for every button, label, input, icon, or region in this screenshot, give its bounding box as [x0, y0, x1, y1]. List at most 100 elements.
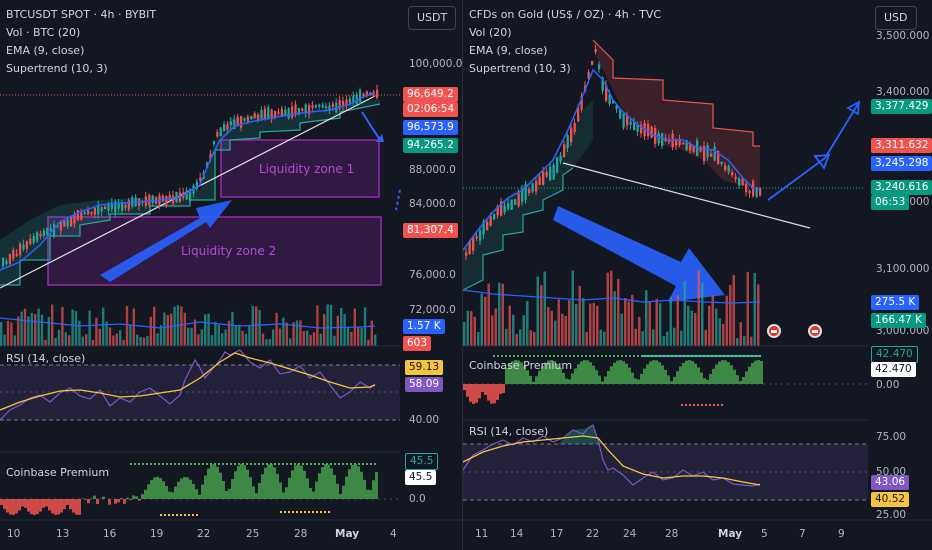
gold-premium-dot [755, 355, 757, 357]
gold-premium-bar [727, 362, 730, 384]
gold-rsi-tick: 75.00 [876, 431, 907, 443]
btc-volume-bar [224, 329, 227, 346]
btc-volume-bar [149, 316, 152, 346]
gold-premium-dot [709, 355, 711, 357]
btc-rsi-ma [0, 352, 376, 411]
us-flag-event-icon[interactable] [808, 324, 822, 338]
btc-premium-bar [255, 493, 258, 499]
gold-price-tick: 3,100.000 [876, 263, 930, 275]
gold-rsi-title[interactable]: RSI (14, close) [469, 425, 549, 438]
gold-premium-dot [713, 355, 715, 357]
gold-symbol[interactable]: CFDs on Gold (US$ / OZ) · 4h · TVC [469, 8, 662, 21]
btc-symbol[interactable]: BTCUSDT SPOT · 4h · BYBIT [6, 8, 157, 21]
gold-currency-button[interactable]: USD [875, 6, 917, 30]
gold-premium-bar [535, 376, 538, 384]
us-flag-event-icon[interactable] [767, 324, 781, 338]
btc-candle-body [148, 195, 151, 206]
gold-premium-dot [681, 404, 683, 406]
btc-premium-dot [310, 463, 312, 465]
btc-candle-body [223, 124, 226, 131]
gold-premium-dot [737, 355, 739, 357]
gold-premium-bar [634, 378, 637, 384]
gold-indicator-supertrend[interactable]: Supertrend (10, 3) [469, 62, 571, 75]
btc-candle-body [284, 109, 287, 116]
gold-premium-bar [637, 379, 640, 384]
gold-candle-body [528, 189, 531, 194]
gold-premium-dot [717, 355, 719, 357]
btc-volume-bar [275, 312, 278, 346]
gold-premium-title[interactable]: Coinbase Premium [469, 359, 573, 372]
btc-last-price-tag: 96,649.2 [403, 87, 458, 102]
arrow-up-left [100, 200, 232, 282]
gold-premium-dot [759, 355, 761, 357]
btc-countdown-tag: 02:06:54 [403, 102, 459, 117]
btc-premium-dot [174, 463, 176, 465]
btc-volume-bar [71, 309, 74, 346]
btc-volume-bar [258, 310, 261, 346]
btc-candle-body [365, 91, 368, 96]
gold-volume-bar [498, 282, 501, 346]
btc-premium-title[interactable]: Coinbase Premium [6, 466, 110, 479]
gold-premium-bar [523, 365, 526, 384]
gold-volume-bar [526, 301, 529, 346]
gold-premium-bar [733, 369, 736, 384]
gold-candle-body [514, 199, 517, 205]
gold-arrow-up-1 [767, 157, 826, 201]
btc-premium-bar [141, 494, 144, 499]
btc-premium-area [0, 463, 378, 515]
gold-volume-bar [722, 323, 725, 346]
btc-premium-bar [252, 486, 255, 499]
btc-premium-bar [249, 477, 252, 499]
gold-premium-dot [697, 355, 699, 357]
gold-premium-dot [697, 404, 699, 406]
gold-time-tick: 28 [665, 528, 679, 540]
btc-rsi-title[interactable]: RSI (14, close) [6, 352, 86, 365]
btc-indicator-supertrend[interactable]: Supertrend (10, 3) [6, 62, 108, 75]
btc-premium-dot [162, 463, 164, 465]
btc-premium-dot [210, 463, 212, 465]
gold-indicator-vol[interactable]: Vol (20) [469, 26, 512, 39]
gold-volume-bar [505, 328, 508, 346]
gold-chart-panel[interactable]: CFDs on Gold (US$ / OZ) · 4h · TVC Vol (… [463, 0, 932, 550]
btc-indicator-vol[interactable]: Vol · BTC (20) [6, 26, 81, 39]
gold-candle-body [706, 145, 709, 157]
gold-volume-bar [757, 284, 760, 346]
gold-premium-dot [541, 355, 543, 357]
gold-premium-dot [687, 355, 689, 357]
gold-indicator-ema[interactable]: EMA (9, close) [469, 44, 548, 57]
gold-volume-bar [519, 329, 522, 346]
gold-volume-bar [652, 329, 655, 346]
btc-premium-dots [130, 463, 376, 516]
gold-premium-dot [505, 355, 507, 357]
gold-premium-dot [669, 355, 671, 357]
btc-volume-bar [132, 308, 135, 346]
btc-candle-body [168, 194, 171, 201]
btc-premium-bar [318, 473, 321, 499]
gold-premium-bar [607, 370, 610, 384]
btc-premium-bar [243, 465, 246, 499]
gold-volume-bar [718, 318, 721, 346]
gold-premium-dot [731, 355, 733, 357]
btc-indicator-ema[interactable]: EMA (9, close) [6, 44, 85, 57]
gold-time-tick: 22 [586, 528, 600, 540]
gold-volume-bar [729, 284, 732, 346]
btc-volume-bar [333, 335, 336, 346]
gold-chart-canvas[interactable] [463, 0, 932, 550]
btc-currency-button[interactable]: USDT [408, 6, 457, 30]
gold-premium-bar [739, 381, 742, 384]
gold-premium-bar [598, 375, 601, 384]
gold-candle-body [640, 124, 643, 134]
btc-premium-bar [324, 464, 327, 499]
btc-chart-panel[interactable]: BTCUSDT SPOT · 4h · BYBIT Vol · BTC (20)… [0, 0, 462, 550]
btc-premium-bar [33, 499, 36, 515]
btc-premium-bar [333, 474, 336, 499]
gold-volume-bar [634, 328, 637, 346]
panel-divider[interactable] [462, 0, 463, 550]
gold-premium-dot [493, 355, 495, 357]
btc-price-tick: 88,000.0 [409, 164, 456, 176]
btc-chart-canvas[interactable] [0, 0, 462, 550]
btc-volume-bar [17, 316, 20, 346]
gold-candle-body [552, 165, 555, 180]
btc-premium-bar [159, 478, 162, 499]
gold-ema-line [463, 68, 761, 251]
